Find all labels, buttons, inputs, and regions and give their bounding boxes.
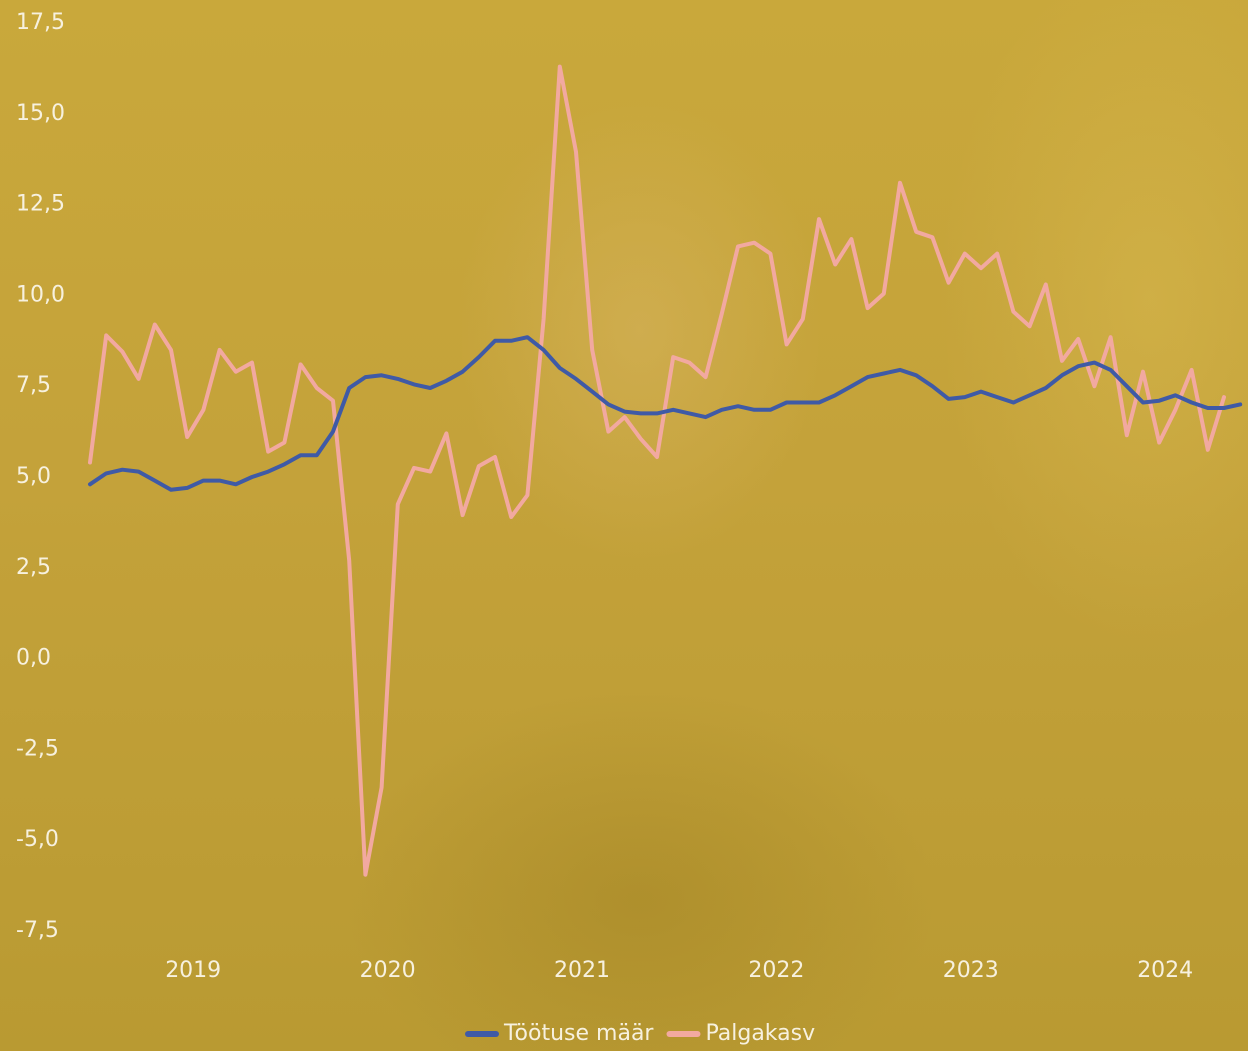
page: 17,5 15,0 12,5 10,0 7,5 5,0 2,5 0,0 -2,5 -5,0 -7,5… [0, 0, 1248, 1051]
y-tick-label: -7,5 [16, 918, 59, 943]
x-tick-label: 2021 [554, 958, 610, 983]
x-tick-label: 2024 [1137, 958, 1193, 983]
y-tick-label: -5,0 [16, 827, 59, 852]
y-tick-label: 2,5 [16, 555, 51, 580]
data-line [90, 67, 1224, 875]
y-tick-label: 12,5 [16, 192, 65, 217]
x-tick-label: 2022 [748, 958, 804, 983]
legend-label: Palgakasv [705, 1021, 815, 1046]
y-tick-label: 15,0 [16, 101, 65, 126]
y-tick-label: 17,5 [16, 10, 65, 35]
y-tick-label: -2,5 [16, 736, 59, 761]
chart: 17,5 15,0 12,5 10,0 7,5 5,0 2,5 0,0 -2,5 -5,0 -7,5… [0, 0, 1248, 1051]
y-tick-label: 0,0 [16, 646, 51, 671]
x-tick-label: 2019 [165, 958, 221, 983]
y-tick-label: 10,0 [16, 282, 65, 307]
x-tick-label: 2020 [360, 958, 416, 983]
y-tick-label: 7,5 [16, 373, 51, 398]
y-tick-label: 5,0 [16, 464, 51, 489]
x-tick-label: 2023 [943, 958, 999, 983]
legend-label: Töötuse määr [503, 1021, 654, 1046]
